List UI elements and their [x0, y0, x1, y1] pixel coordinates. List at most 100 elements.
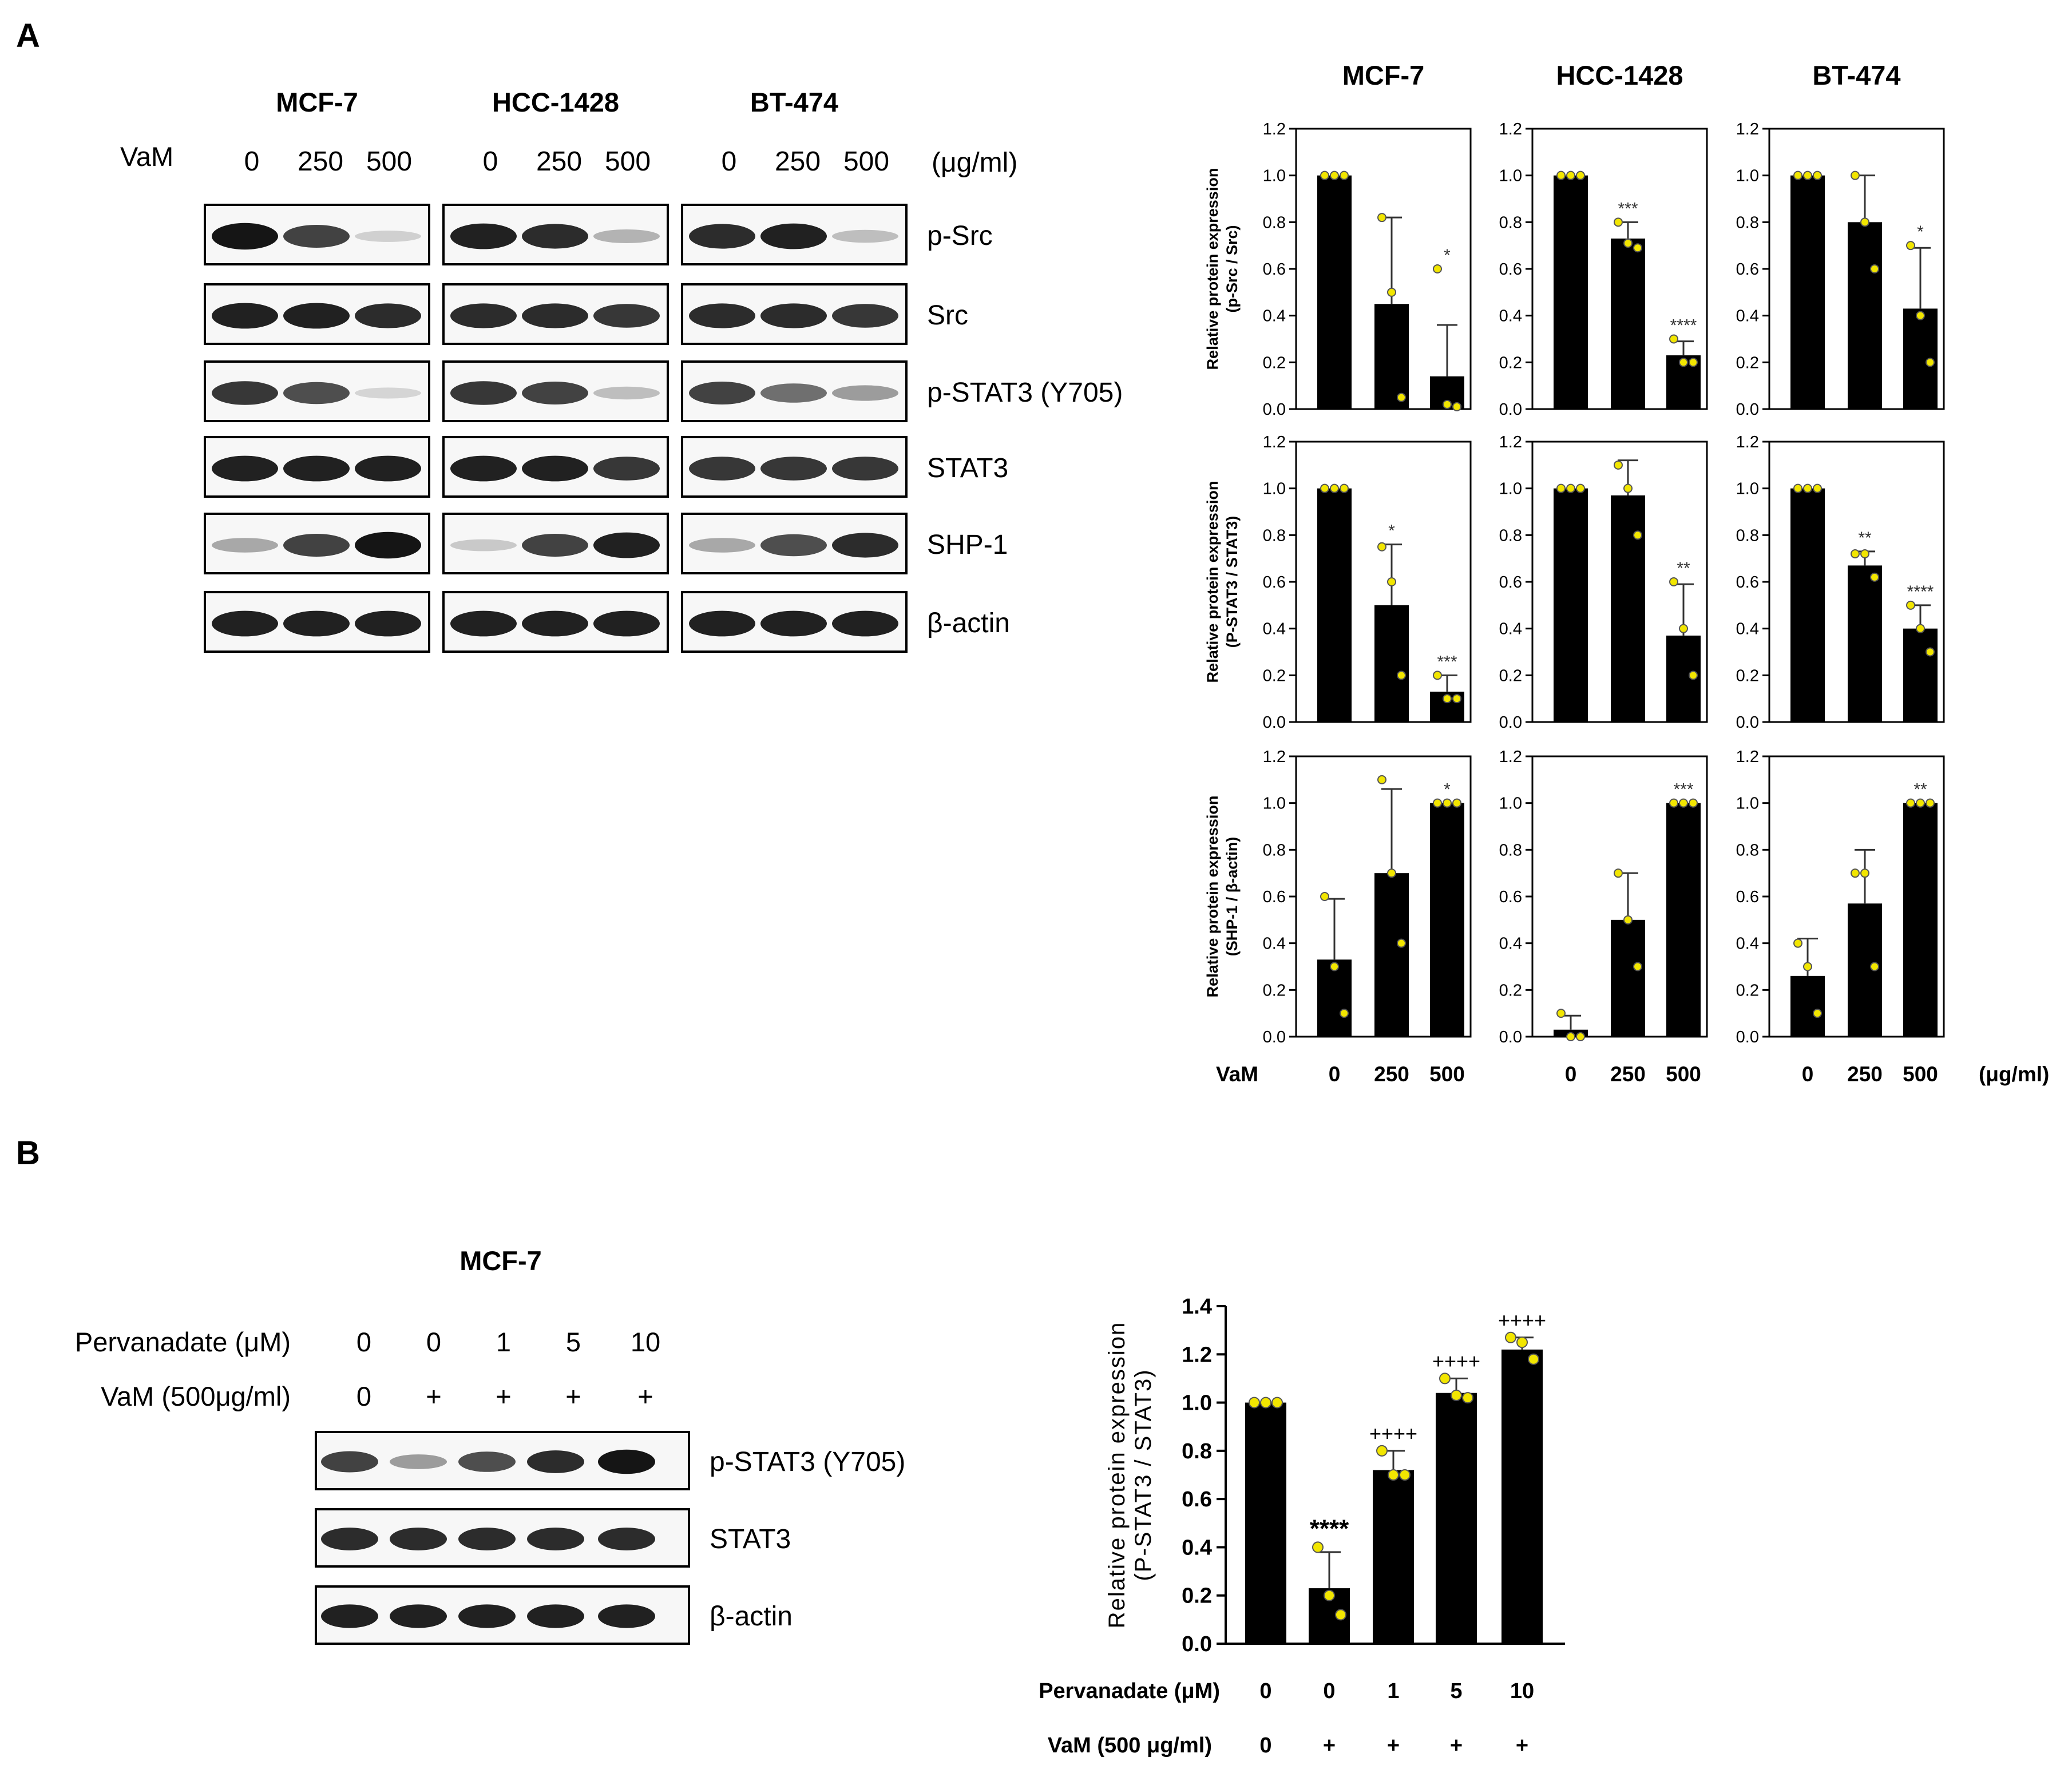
data-point — [1340, 483, 1349, 493]
data-point — [1926, 358, 1935, 367]
panel-a-label: A — [16, 17, 40, 54]
y-tick-label: 1.2 — [1499, 748, 1522, 766]
western-blots-b: MCF-7 Pervanadate (μM) VaM (500μg/ml) 0 0 1 5 1… — [75, 1245, 905, 1645]
y-tick-label: 0.6 — [1499, 573, 1522, 592]
data-point — [1433, 264, 1442, 273]
blot-a-dose-label: 500 — [843, 146, 889, 177]
blot-a-band — [522, 224, 588, 249]
blot-a-band — [832, 229, 898, 243]
blot-a-cellline-2: BT-474 — [750, 87, 838, 117]
bar — [1374, 873, 1409, 1037]
blot-b-cellline: MCF-7 — [459, 1245, 542, 1276]
blot-a-band — [450, 381, 517, 405]
blot-b-band — [321, 1528, 378, 1550]
blot-b-protein-label-2: β-actin — [710, 1601, 793, 1632]
blot-b-vam-value: + — [426, 1381, 441, 1411]
x-tick-label: 500 — [1903, 1062, 1938, 1086]
x-tick-label: 0 — [1565, 1062, 1577, 1086]
bar — [1554, 175, 1588, 409]
blot-b-band — [390, 1604, 447, 1628]
x-tick-label: 5 — [1450, 1679, 1462, 1703]
blot-b-band — [321, 1604, 378, 1628]
data-point — [1452, 402, 1461, 411]
data-point — [1324, 1589, 1335, 1601]
x-tick-label-row2: + — [1387, 1734, 1400, 1758]
y-tick-label: 1.2 — [1736, 433, 1759, 451]
y-tick-label: 0.2 — [1736, 667, 1759, 685]
blot-a-band — [450, 539, 517, 552]
x-tick-label-row2: + — [1323, 1734, 1336, 1758]
significance-label: *** — [1673, 780, 1693, 799]
y-tick-label: 0.4 — [1499, 935, 1522, 953]
y-tick-label: 0.8 — [1182, 1439, 1212, 1463]
data-point — [1387, 868, 1396, 878]
blot-a-protein-label-4: SHP-1 — [927, 530, 1008, 560]
data-point — [1397, 938, 1406, 948]
blot-a-protein-label-0: p-Src — [927, 221, 993, 251]
data-point — [1860, 549, 1869, 558]
data-point — [1623, 483, 1633, 493]
bar-chart-b: 0.0 0.2 0.4 0.6 0.8 1.0 1.2 1.4 Relative protein… — [1039, 1295, 1565, 1758]
blot-b-band — [598, 1528, 655, 1550]
y-tick-label: 0.4 — [1499, 620, 1522, 638]
y-tick-label: 1.0 — [1182, 1391, 1212, 1415]
blot-a-protein-label-5: β-actin — [927, 608, 1010, 638]
y-tick-label: 0.6 — [1182, 1488, 1212, 1512]
data-point — [1340, 170, 1349, 180]
blot-a-band — [212, 538, 278, 553]
blot-a-band — [212, 303, 278, 329]
blot-a-band — [522, 303, 588, 328]
y-tick-label: 0.0 — [1736, 1028, 1759, 1046]
blot-a-band — [689, 538, 755, 553]
blot-a-protein-label-2: p-STAT3 (Y705) — [927, 378, 1123, 408]
bar — [1317, 175, 1352, 409]
data-point — [1669, 798, 1678, 808]
y-tick-label: 0.2 — [1736, 981, 1759, 999]
bar — [1554, 488, 1588, 722]
data-point — [1689, 798, 1698, 808]
data-point — [1851, 170, 1860, 180]
data-point — [1505, 1331, 1516, 1343]
bar-chart-grid-a: MCF-7 HCC-1428 BT-474 Relative protein expr… — [1204, 60, 2049, 1086]
blot-b-band — [321, 1451, 378, 1473]
data-point — [1260, 1397, 1271, 1409]
data-point — [1556, 1009, 1566, 1018]
y-tick-label: 0.4 — [1263, 935, 1286, 953]
data-point — [1330, 962, 1339, 971]
data-point — [1443, 694, 1452, 704]
y-tick-label: 0.8 — [1736, 526, 1759, 545]
blot-b-band — [598, 1604, 655, 1628]
y-tick-label: 0.6 — [1263, 888, 1286, 906]
blot-a-band — [593, 532, 660, 558]
blot-b-band — [390, 1528, 447, 1550]
y-tick-label: 0.4 — [1736, 307, 1759, 326]
y-tick-label: 0.6 — [1736, 573, 1759, 592]
data-point — [1803, 962, 1812, 971]
significance-label: * — [1444, 780, 1451, 799]
data-point — [1669, 577, 1678, 586]
y-tick-label: 0.0 — [1499, 1028, 1522, 1046]
grid-a-ylabel-1: Relative protein expression (P-STAT3 / ST… — [1204, 481, 1241, 683]
significance-label: **** — [1310, 1514, 1349, 1542]
data-point — [1462, 1392, 1473, 1404]
data-point — [1387, 287, 1396, 297]
data-point — [1399, 1469, 1411, 1481]
y-tick-label: 0.0 — [1499, 713, 1522, 732]
blot-a-cellline-1: HCC-1428 — [492, 87, 619, 117]
grid-a-x-unit: (μg/ml) — [1979, 1062, 2049, 1086]
y-tick-label: 1.0 — [1263, 480, 1286, 498]
blot-a-band — [760, 223, 827, 249]
blot-a-band — [355, 387, 421, 399]
y-tick-label: 0.4 — [1499, 307, 1522, 326]
blot-a-band — [283, 610, 350, 637]
data-point — [1443, 798, 1452, 808]
bar — [1790, 488, 1825, 722]
y-tick-label: 0.6 — [1736, 260, 1759, 279]
y-tick-label: 0.2 — [1263, 667, 1286, 685]
data-point — [1803, 483, 1812, 493]
blot-a-band — [212, 455, 278, 482]
blot-b-band — [598, 1449, 655, 1474]
chart-b-ylabel-line2: (P-STAT3 / STAT3) — [1131, 1369, 1156, 1581]
bar — [1245, 1402, 1286, 1644]
y-tick-label: 0.0 — [1182, 1632, 1212, 1656]
